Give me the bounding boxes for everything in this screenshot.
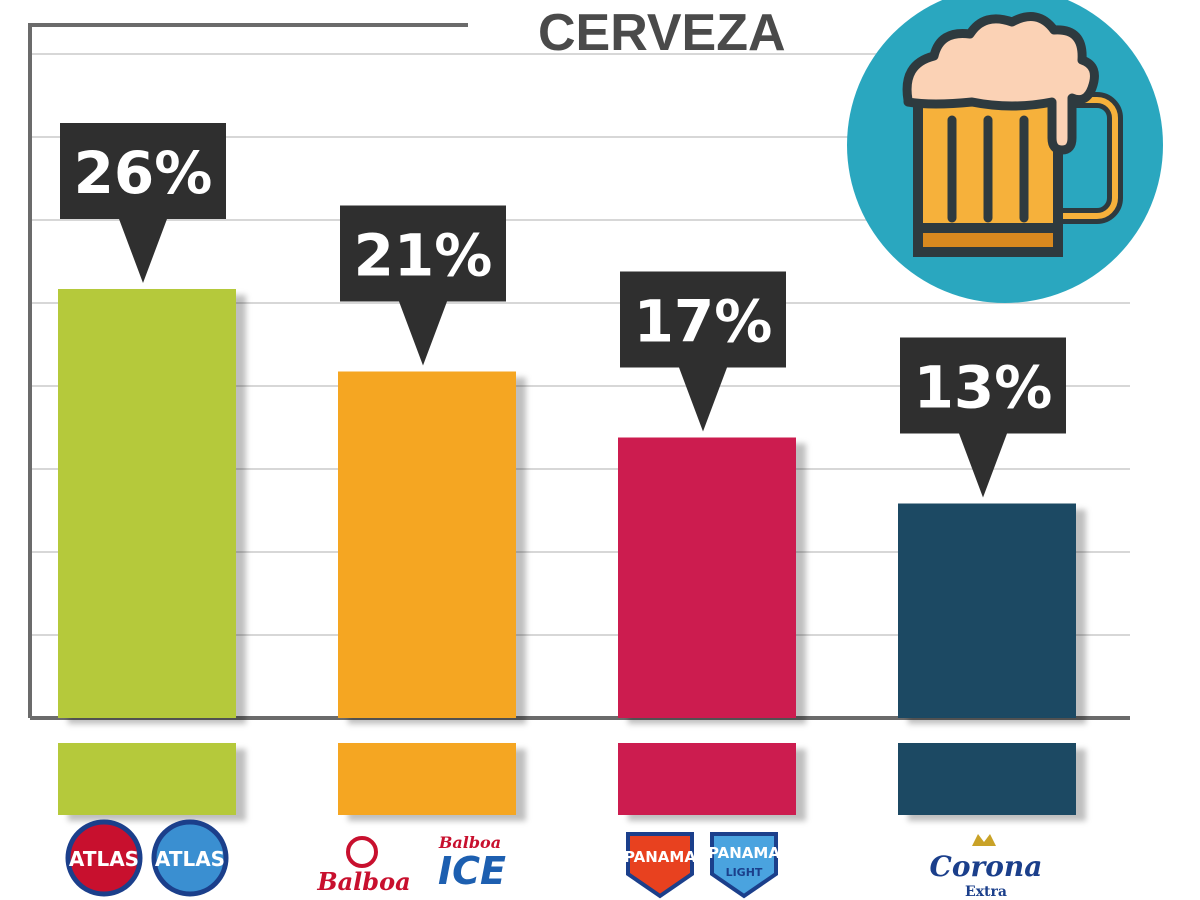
logo-atlas-text-1: ATLAS [69, 847, 139, 871]
logo-panama-light-text: LIGHT [726, 866, 763, 879]
bar-base-stub [618, 743, 796, 815]
bar-atlas [58, 289, 236, 718]
value-label: 21% [354, 222, 493, 290]
bar-base-stub [58, 743, 236, 815]
logo-atlas-text-2: ATLAS [155, 847, 225, 871]
value-callout [620, 271, 786, 432]
value-callout [900, 337, 1066, 498]
logo-balboa-ice-text: ICE [438, 849, 506, 893]
value-callout [60, 123, 226, 283]
bar-base-stub [898, 743, 1076, 815]
y-axis-line [28, 23, 468, 718]
logo-atlas: ATLAS ATLAS [65, 819, 229, 897]
logo-corona-extra-text: Extra [965, 884, 1007, 900]
bar-panam- [618, 437, 796, 718]
bars-group [58, 289, 1076, 815]
logo-balboa-text-2: Balboa [438, 833, 501, 852]
logo-balboa: Balboa Balboa ICE [316, 833, 506, 896]
logo-corona-text: Corona [930, 850, 1043, 883]
bar-balboa [338, 371, 516, 718]
mug-foam [902, 12, 1099, 155]
value-callout [340, 205, 506, 366]
value-label: 13% [914, 354, 1053, 422]
beer-mug-icon [847, 0, 1163, 303]
logo-balboa-text-1: Balboa [316, 867, 410, 896]
logo-panama-text-2: PANAMA [708, 844, 780, 862]
logo-panama-text-1: PANAMA [624, 848, 696, 866]
value-label: 17% [634, 288, 773, 356]
value-label: 26% [74, 139, 213, 207]
logo-panama: PANAMA PANAMA LIGHT [624, 832, 780, 899]
logo-corona: Corona Extra [930, 834, 1043, 900]
bar-base-stub [338, 743, 516, 815]
bar-corona-extra [898, 503, 1076, 718]
chart-title: CERVEZA [538, 4, 786, 62]
callouts-group: 26% 21% 17% 13% [60, 123, 1066, 498]
